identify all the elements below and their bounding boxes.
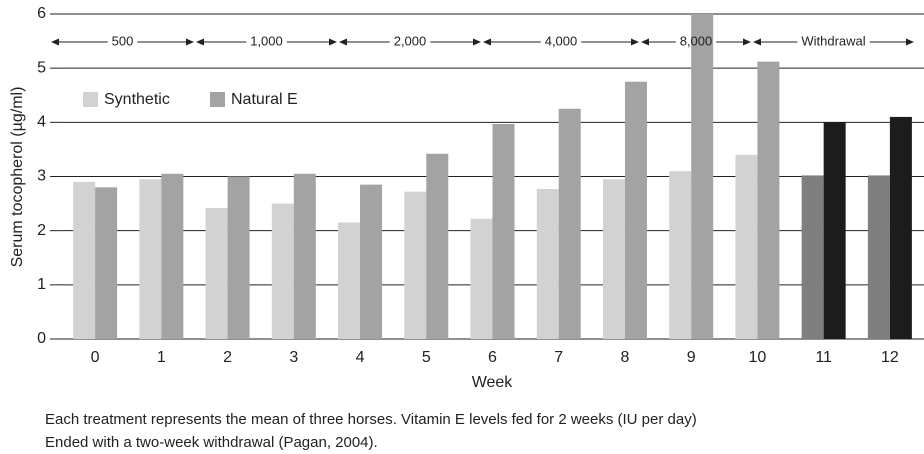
- arrow-head: [339, 38, 347, 46]
- bar: [73, 181, 96, 339]
- arrow-head: [631, 38, 639, 46]
- arrow-head: [483, 38, 491, 46]
- x-tick-label: 11: [815, 349, 832, 366]
- annotation: 4,000: [545, 33, 578, 48]
- y-tick-label: 3: [37, 168, 46, 185]
- y-tick-label: 2: [37, 222, 46, 239]
- y-tick-label: 5: [37, 59, 46, 76]
- bar: [470, 218, 493, 339]
- bar: [735, 154, 758, 339]
- bar: [205, 207, 228, 339]
- bar: [404, 191, 427, 339]
- bar: [426, 153, 449, 339]
- annotation: Withdrawal: [801, 33, 865, 48]
- bar: [139, 179, 162, 339]
- bar: [338, 222, 361, 339]
- legend-swatch: [210, 92, 225, 107]
- x-tick-label: 1: [157, 349, 166, 366]
- y-tick-label: 0: [37, 330, 46, 347]
- arrow-head: [196, 38, 204, 46]
- bar: [227, 176, 250, 339]
- annotation: 8,000: [680, 33, 713, 48]
- bar: [293, 173, 316, 339]
- bar: [492, 123, 515, 339]
- bar: [624, 81, 647, 339]
- arrow-head: [186, 38, 194, 46]
- bar: [669, 171, 692, 339]
- annotation: 2,000: [394, 33, 427, 48]
- x-tick-label: 10: [749, 349, 767, 366]
- bar: [95, 187, 118, 339]
- x-tick-label: 4: [356, 349, 365, 366]
- y-tick-label: 4: [37, 114, 46, 131]
- x-tick-label: 3: [289, 349, 298, 366]
- bar: [691, 14, 714, 339]
- annotation: 1,000: [250, 33, 283, 48]
- bar: [536, 188, 559, 339]
- bar: [801, 175, 824, 339]
- bar: [823, 122, 846, 339]
- x-tick-label: 0: [91, 349, 100, 366]
- x-tick-label: 2: [223, 349, 232, 366]
- bar: [757, 61, 780, 340]
- legend-label: Natural E: [231, 91, 298, 108]
- x-tick-label: 7: [554, 349, 563, 366]
- arrow-head: [906, 38, 914, 46]
- annotation: 500: [112, 33, 134, 48]
- arrow-head: [473, 38, 481, 46]
- bar: [558, 108, 581, 340]
- arrow-head: [51, 38, 59, 46]
- caption: Ended with a two-week withdrawal (Pagan,…: [45, 434, 378, 451]
- bar: [889, 116, 912, 340]
- legend-swatch: [83, 92, 98, 107]
- y-tick-label: 1: [37, 276, 46, 293]
- arrow-head: [743, 38, 751, 46]
- caption: Each treatment represents the mean of th…: [45, 411, 697, 428]
- y-axis-label: Serum tocopherol (µg/ml): [9, 87, 26, 268]
- arrow-head: [329, 38, 337, 46]
- x-tick-label: 6: [488, 349, 497, 366]
- x-tick-label: 8: [621, 349, 630, 366]
- arrow-head: [753, 38, 761, 46]
- bar: [360, 184, 383, 339]
- legend-label: Synthetic: [104, 91, 170, 108]
- x-axis-label: Week: [472, 374, 514, 391]
- x-tick-label: 12: [881, 349, 899, 366]
- bar: [867, 175, 890, 339]
- arrow-head: [641, 38, 649, 46]
- bar: [602, 179, 625, 339]
- x-tick-label: 5: [422, 349, 431, 366]
- x-tick-label: 9: [687, 349, 696, 366]
- bar: [161, 173, 184, 339]
- y-tick-label: 6: [37, 5, 46, 22]
- bar: [271, 203, 294, 339]
